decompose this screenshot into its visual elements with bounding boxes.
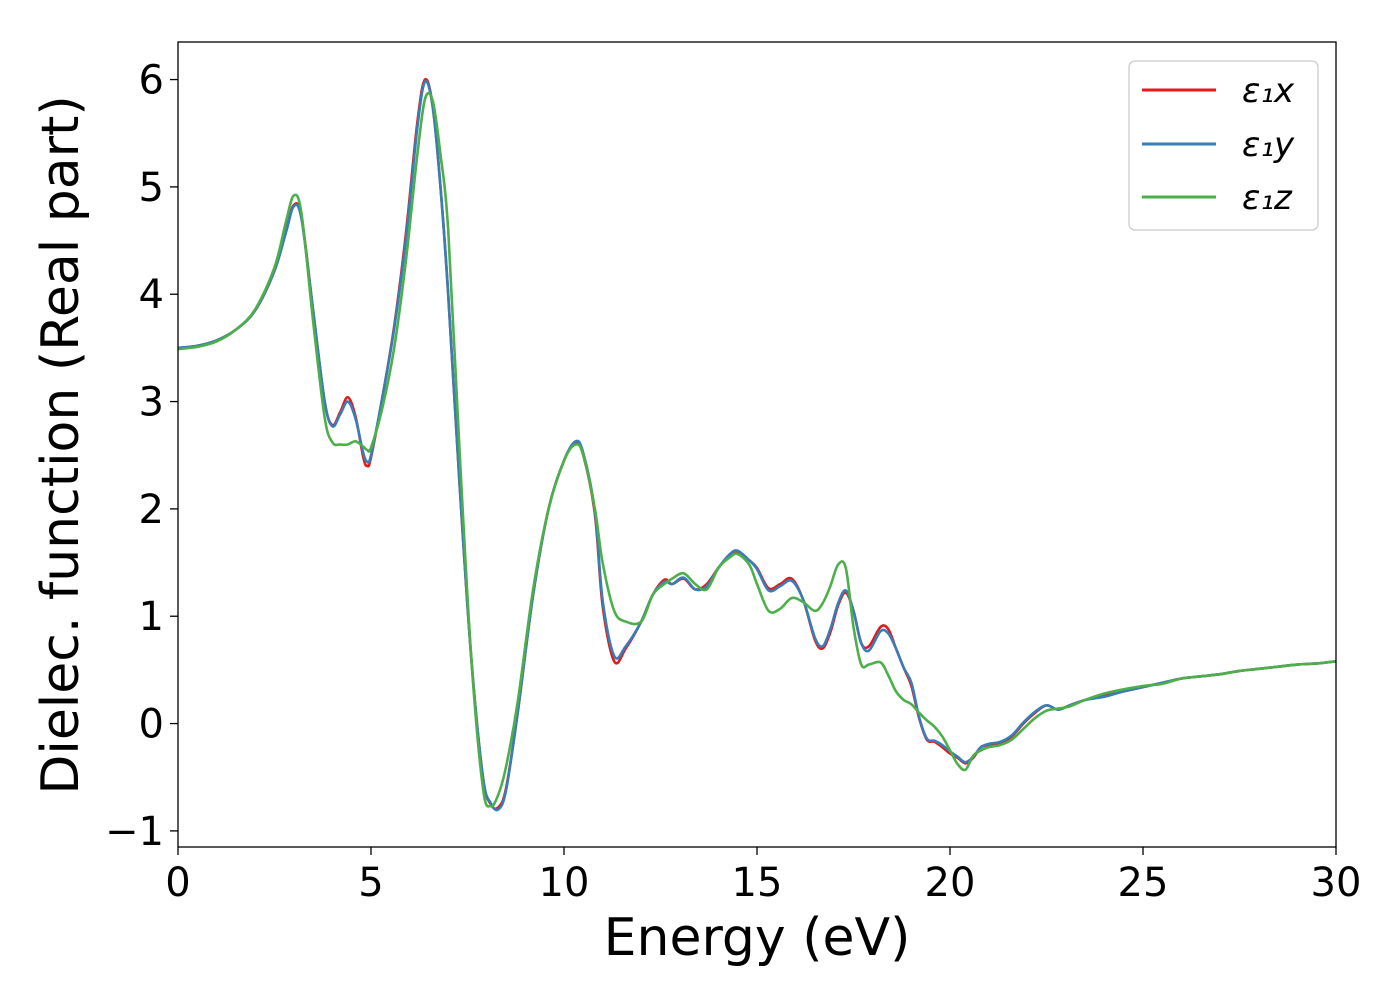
x-tick-label: 25 xyxy=(1118,860,1169,906)
y-axis-label: Dielec. function (Real part) xyxy=(31,95,91,794)
y-axis-ticks: −1 0 1 2 3 4 5 6 xyxy=(105,58,178,855)
legend-box xyxy=(1128,60,1319,231)
series-lines xyxy=(178,77,1336,812)
x-tick-label: 10 xyxy=(539,860,590,906)
y-tick-label: 1 xyxy=(139,594,164,640)
legend: ε₁x ε₁y ε₁z xyxy=(1128,60,1319,231)
x-axis-ticks: 0 5 10 15 20 25 30 xyxy=(165,847,1361,906)
x-axis-label: Energy (eV) xyxy=(604,908,911,968)
legend-label-e1x: ε₁x xyxy=(1242,71,1295,111)
x-tick-label: 0 xyxy=(165,860,190,906)
series-line-e1z xyxy=(178,91,1336,808)
y-tick-label: 4 xyxy=(139,272,164,318)
x-tick-label: 5 xyxy=(358,860,383,906)
x-tick-label: 20 xyxy=(925,860,976,906)
x-tick-label: 30 xyxy=(1311,860,1362,906)
legend-label-e1z: ε₁z xyxy=(1242,178,1293,218)
x-tick-label: 15 xyxy=(732,860,783,906)
y-tick-label: 0 xyxy=(139,702,164,748)
y-tick-label: 6 xyxy=(139,58,164,104)
y-tick-label: −1 xyxy=(105,809,164,855)
y-tick-label: 3 xyxy=(139,380,164,426)
y-tick-label: 5 xyxy=(139,165,164,211)
legend-label-e1y: ε₁y xyxy=(1242,125,1295,165)
y-tick-label: 2 xyxy=(139,487,164,533)
